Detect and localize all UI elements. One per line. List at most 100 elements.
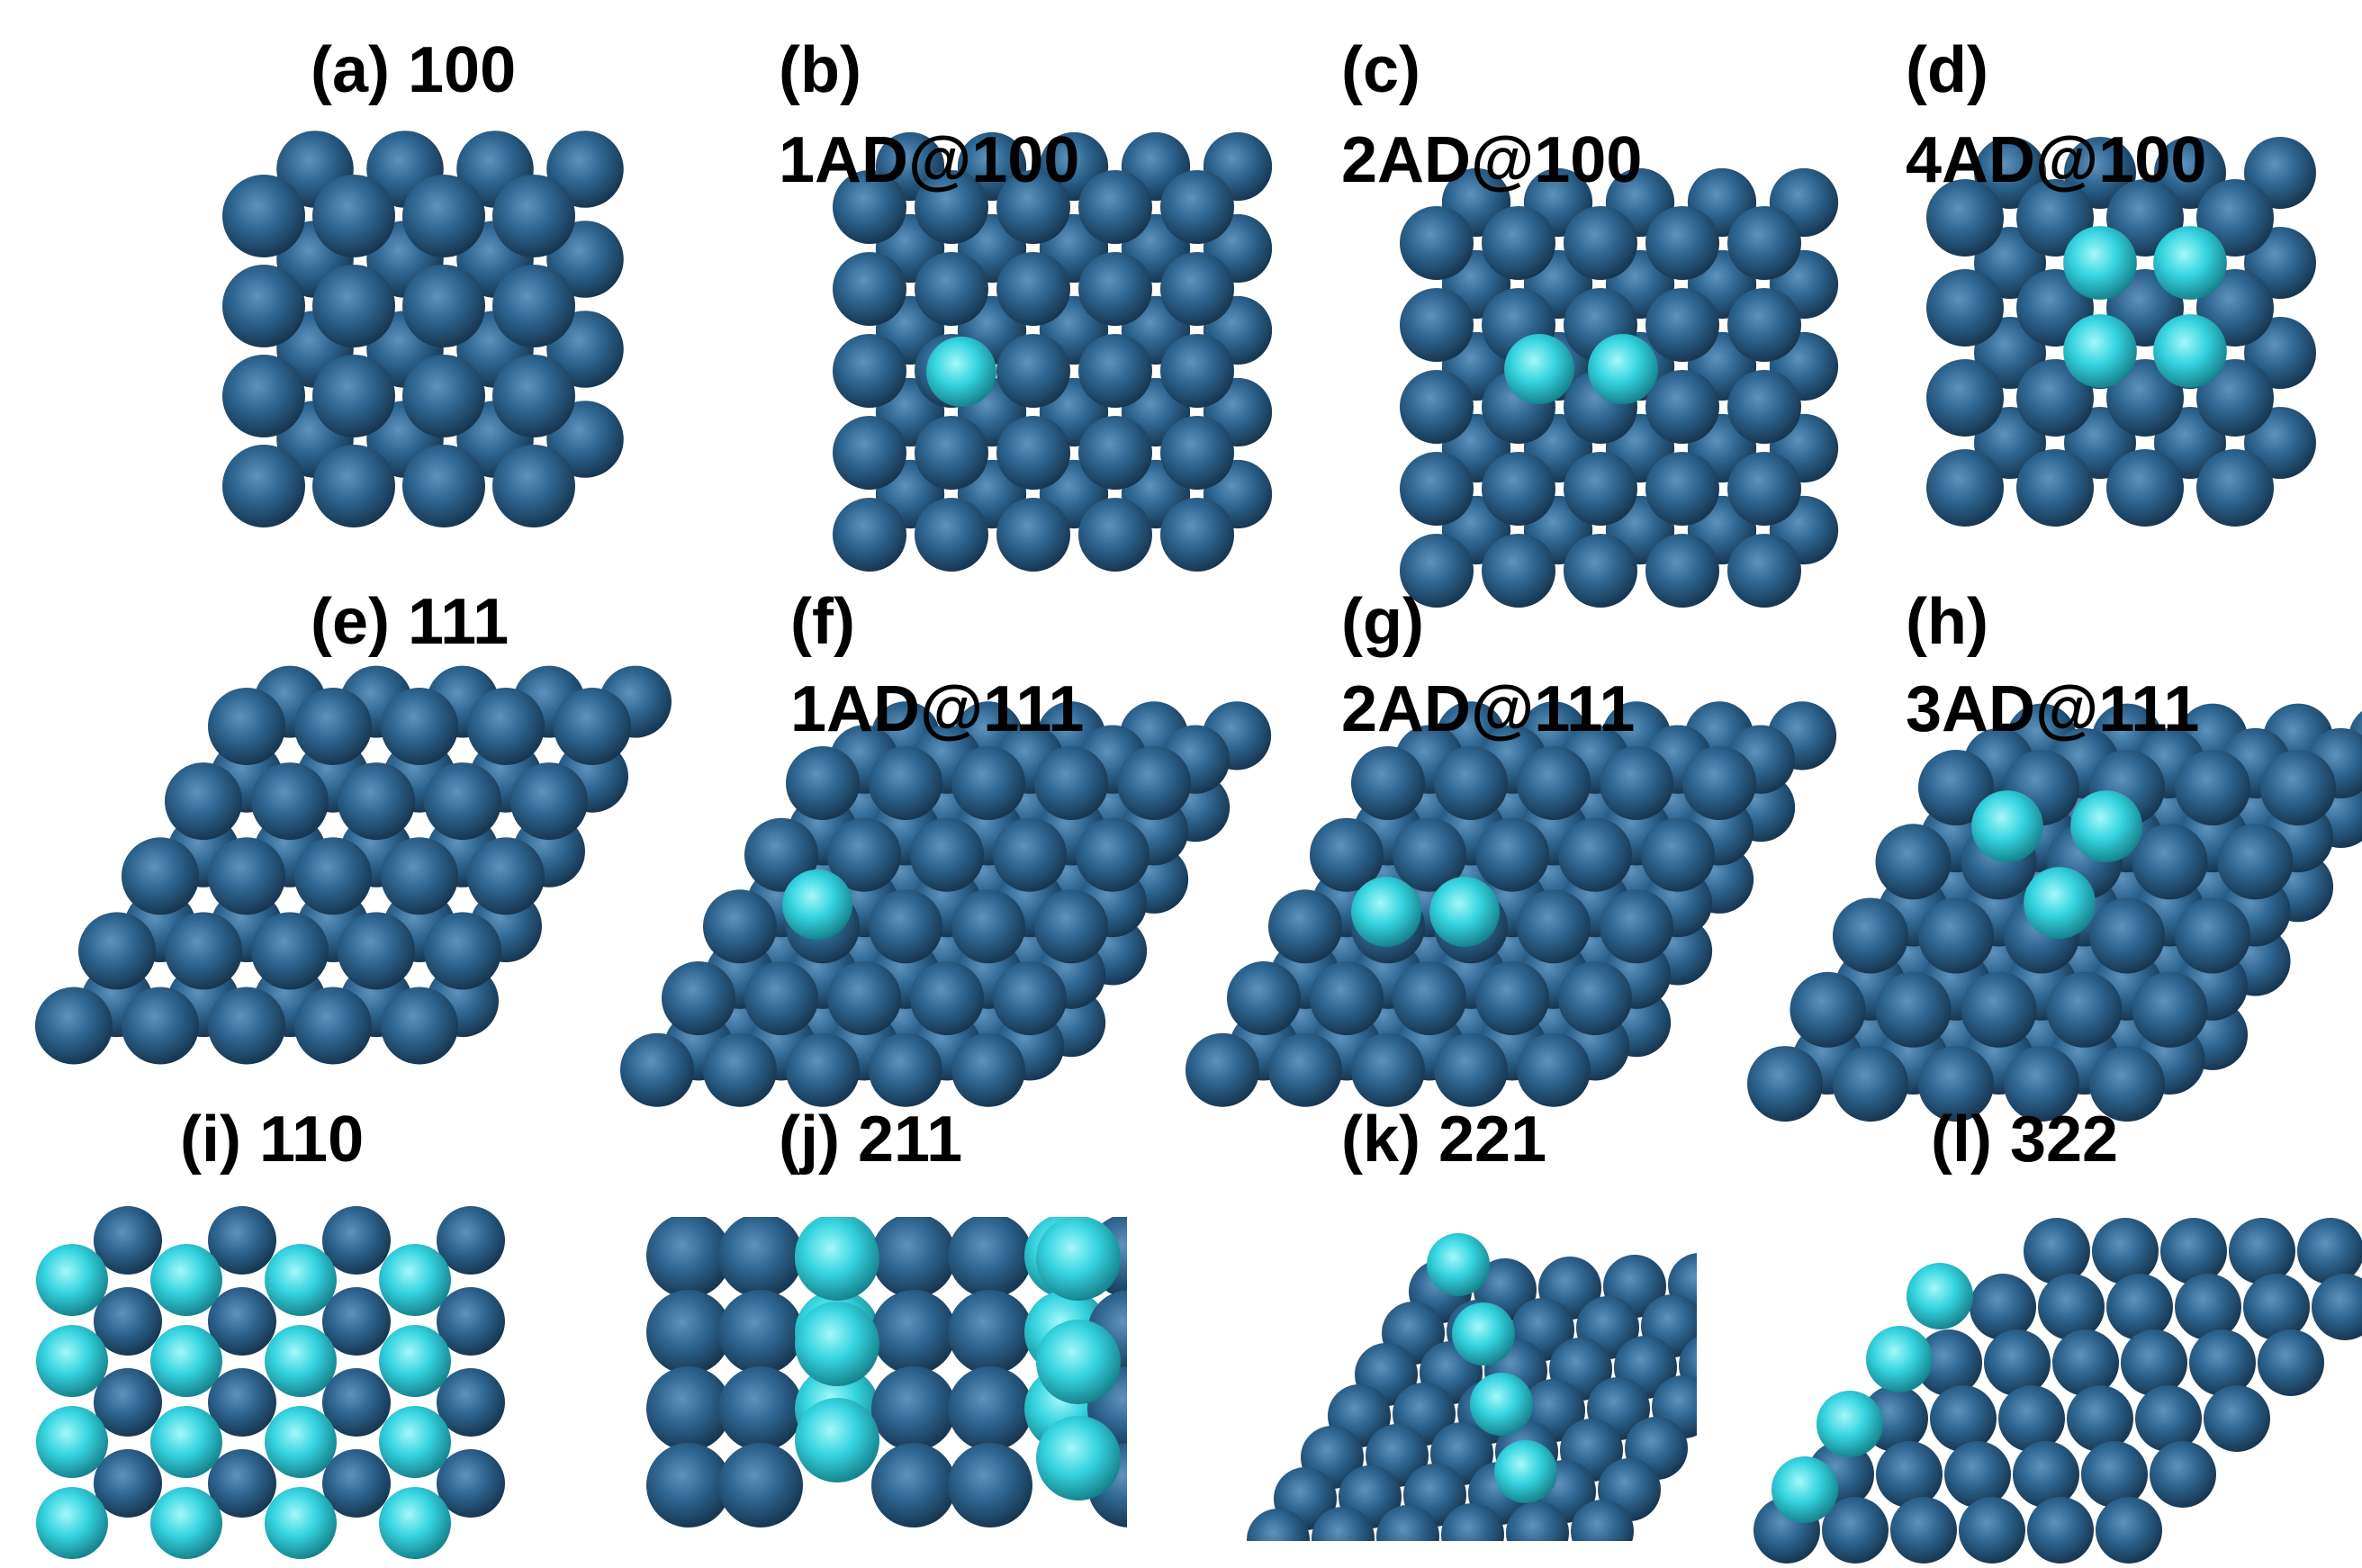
substrate-atom xyxy=(2189,1329,2256,1396)
substrate-atom xyxy=(1400,206,1474,280)
substrate-atom xyxy=(1564,534,1637,608)
substrate-atom xyxy=(1160,498,1234,572)
adatom xyxy=(2153,226,2227,300)
substrate-atom xyxy=(1400,370,1474,444)
adatom xyxy=(1427,1233,1490,1296)
substrate-atom xyxy=(94,1368,162,1437)
substrate-atom xyxy=(1076,817,1149,892)
substrate-atom xyxy=(1517,1032,1591,1107)
substrate-atom xyxy=(871,1217,956,1298)
substrate-atom xyxy=(1918,1046,1994,1122)
substrate-atom xyxy=(1160,416,1234,490)
substrate-atom xyxy=(492,175,575,257)
adatom xyxy=(379,1406,451,1478)
substrate-atom xyxy=(1930,1385,1997,1452)
substrate-atom xyxy=(312,175,395,257)
substrate-atom xyxy=(1078,334,1152,408)
substrate-atom xyxy=(381,837,458,915)
substrate-atom xyxy=(948,1443,1032,1527)
substrate-atom xyxy=(1393,961,1466,1035)
substrate-atom xyxy=(2196,359,2274,437)
substrate-atom xyxy=(744,961,818,1035)
substrate-atom xyxy=(871,1366,956,1451)
adatom xyxy=(379,1325,451,1397)
substrate-atom xyxy=(1645,206,1719,280)
substrate-atom xyxy=(2024,1218,2090,1284)
substrate-atom xyxy=(948,1290,1032,1374)
panel-l-label: (l) 322 xyxy=(1931,1104,2118,1176)
substrate-atom xyxy=(703,1032,777,1107)
adatom xyxy=(36,1244,108,1316)
substrate-atom xyxy=(1600,746,1673,820)
panel-k: (k) 221 xyxy=(1341,1104,1546,1176)
substrate-atom xyxy=(833,252,906,326)
substrate-atom xyxy=(2175,1274,2241,1340)
adatom xyxy=(265,1487,337,1559)
adatom xyxy=(36,1406,108,1478)
panel-f-subtitle: 1AD@111 xyxy=(790,673,1084,745)
substrate-atom xyxy=(1078,498,1152,572)
substrate-atom xyxy=(437,1449,505,1518)
substrate-atom xyxy=(1641,817,1715,892)
substrate-atom xyxy=(951,1032,1025,1107)
panel-a-label: (a) 100 xyxy=(311,34,516,106)
adatom xyxy=(1036,1217,1121,1301)
substrate-atom xyxy=(1268,1032,1342,1107)
substrate-atom xyxy=(2027,1497,2094,1563)
panel-j: (j) 211 xyxy=(779,1104,962,1176)
substrate-atom xyxy=(437,1368,505,1437)
substrate-atom xyxy=(2175,897,2250,974)
panel-c: (c) 2AD@100 xyxy=(1341,34,1642,196)
substrate-atom xyxy=(2243,1274,2310,1340)
panel-h-label: (h) xyxy=(1906,586,1988,658)
substrate-atom xyxy=(322,1449,391,1518)
panel-d-label: (d) xyxy=(1906,34,1988,106)
substrate-atom xyxy=(869,746,942,820)
adatom xyxy=(926,337,996,407)
substrate-atom xyxy=(1376,1505,1439,1541)
substrate-atom xyxy=(1310,817,1384,892)
adatom xyxy=(36,1325,108,1397)
substrate-atom xyxy=(1875,971,1952,1048)
panel-b: (b) 1AD@100 xyxy=(779,34,1079,196)
substrate-atom xyxy=(322,1287,391,1356)
substrate-atom xyxy=(251,912,329,990)
substrate-atom xyxy=(910,817,984,892)
substrate-atom xyxy=(492,265,575,347)
substrate-atom xyxy=(996,416,1070,490)
substrate-atom xyxy=(2160,1218,2227,1284)
substrate-atom xyxy=(2297,1218,2362,1284)
panel-c-label: (c) xyxy=(1341,34,1420,106)
substrate-atom xyxy=(437,1287,505,1356)
substrate-atom xyxy=(1078,252,1152,326)
substrate-atom xyxy=(510,762,588,841)
substrate-atom xyxy=(1970,1274,2036,1340)
substrate-atom xyxy=(948,1217,1032,1298)
substrate-atom xyxy=(1727,288,1801,362)
substrate-atom xyxy=(222,445,305,527)
substrate-atom xyxy=(165,912,242,990)
substrate-atom xyxy=(827,961,901,1035)
panel-j-atoms xyxy=(646,1217,1127,1527)
panel-c-subtitle: 2AD@100 xyxy=(1341,124,1642,196)
substrate-atom xyxy=(993,961,1067,1035)
substrate-atom xyxy=(662,961,735,1035)
adatom xyxy=(150,1325,222,1397)
substrate-atom xyxy=(467,688,545,765)
substrate-atom xyxy=(1727,370,1801,444)
substrate-atom xyxy=(646,1443,731,1527)
substrate-atom xyxy=(322,1368,391,1437)
substrate-atom xyxy=(1160,170,1234,244)
substrate-atom xyxy=(2092,1218,2159,1284)
substrate-atom xyxy=(2312,1274,2362,1340)
substrate-atom xyxy=(718,1366,803,1451)
substrate-atom xyxy=(437,1206,505,1275)
adatom xyxy=(795,1217,879,1301)
panel-k-label: (k) 221 xyxy=(1341,1104,1546,1176)
adatom xyxy=(150,1406,222,1478)
substrate-atom xyxy=(1890,1497,1957,1563)
panel-g-atoms xyxy=(1186,701,1837,1107)
substrate-atom xyxy=(402,265,485,347)
substrate-atom xyxy=(222,175,305,257)
